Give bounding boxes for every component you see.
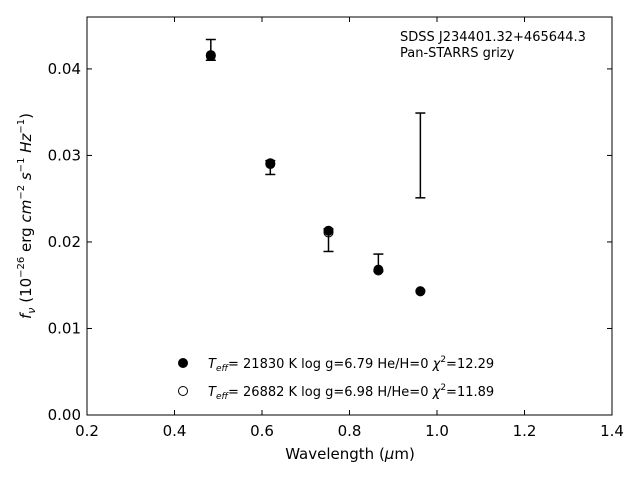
x-tick-label: 0.4 xyxy=(163,422,187,440)
y-tick-label: 0.02 xyxy=(48,233,81,251)
x-axis-label: Wavelength (μm) xyxy=(285,445,415,463)
legend-entry-1: Teff= 21830 K log g=6.79 He/H=0 χ2=12.29 xyxy=(208,355,494,374)
data-markers xyxy=(205,50,426,297)
legend-marker-open xyxy=(178,386,188,396)
x-tick-label: 1.4 xyxy=(600,422,624,440)
model-point-open xyxy=(415,286,426,297)
x-tick-label: 0.8 xyxy=(338,422,362,440)
model-point-open xyxy=(373,265,384,276)
y-tick-label: 0.01 xyxy=(48,319,81,337)
annotation-survey: Pan-STARRS grizy xyxy=(400,46,515,61)
error-bars xyxy=(205,38,426,273)
y-tick-label: 0.03 xyxy=(48,146,81,164)
y-axis-label: fν (10−26 erg cm−2 s−1 Hz−1) xyxy=(16,113,38,319)
y-tick-label: 0.00 xyxy=(48,406,81,424)
annotation-object-name: SDSS J234401.32+465644.3 xyxy=(400,30,586,45)
y-tick-label: 0.04 xyxy=(48,60,81,78)
axis-ticks: 0.2 0.4 0.6 0.8 1.0 1.2 1.4 0.00 0.01 0.02 0.03 0.0… xyxy=(48,17,624,440)
svg-text:fν (10−26 erg cm−2 s−1 Hz−1): fν (10−26 erg cm−2 s−1 Hz−1) xyxy=(16,113,38,319)
legend-marker-filled xyxy=(178,358,188,368)
model-point-open xyxy=(265,159,276,170)
plot-frame xyxy=(86,16,613,416)
x-tick-label: 1.2 xyxy=(513,422,537,440)
x-tick-label: 0.6 xyxy=(250,422,274,440)
model-point-open xyxy=(205,50,216,61)
x-tick-label: 0.2 xyxy=(75,422,99,440)
model-point-open xyxy=(323,227,334,238)
legend: Teff= 21830 K log g=6.79 He/H=0 χ2=12.29… xyxy=(178,355,494,402)
x-tick-label: 1.0 xyxy=(425,422,449,440)
legend-entry-2: Teff= 26882 K log g=6.98 H/He=0 χ2=11.89 xyxy=(208,383,494,402)
